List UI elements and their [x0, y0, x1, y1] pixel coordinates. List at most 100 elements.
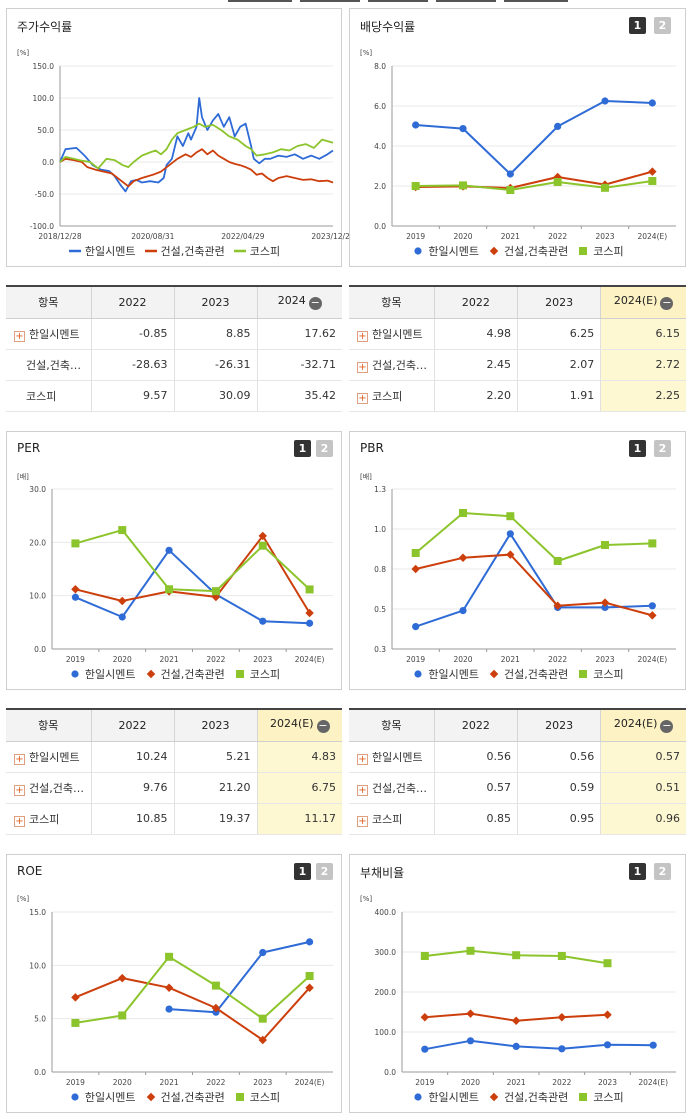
expand-icon[interactable]: + — [357, 784, 368, 796]
legend-item[interactable]: 건설,건축관련 — [487, 243, 568, 259]
row-label: + 코스피 — [349, 380, 435, 412]
view-1-button[interactable]: 1 — [629, 17, 646, 34]
table-cell: 2.20 — [433, 380, 518, 412]
row-label: 코스피 — [6, 380, 91, 412]
collapse-icon[interactable]: − — [316, 719, 330, 734]
column-header: 2022 — [433, 287, 518, 319]
legend-item[interactable]: 한일시멘트 — [411, 243, 479, 259]
expand-icon[interactable]: + — [357, 815, 368, 827]
table-cell: 1.91 — [516, 380, 601, 412]
legend-item[interactable]: 한일시멘트 — [68, 1089, 136, 1105]
x-tick-label: 2024(E) — [637, 655, 667, 664]
table-cell: 30.09 — [173, 380, 257, 412]
table-cell: 6.15 — [600, 318, 686, 350]
legend-item[interactable]: 한일시멘트 — [411, 666, 479, 682]
view-1-button[interactable]: 1 — [629, 863, 646, 880]
data-point — [601, 183, 609, 192]
series-line — [169, 940, 310, 1014]
expand-icon[interactable]: + — [14, 330, 25, 342]
legend-item[interactable]: 코스피 — [233, 243, 280, 259]
legend-item[interactable]: 코스피 — [576, 243, 624, 259]
view-1-button[interactable]: 1 — [294, 440, 311, 457]
column-header-item: 항목 — [349, 287, 435, 319]
data-point — [466, 1009, 475, 1018]
legend-item[interactable]: 코스피 — [576, 666, 624, 682]
collapse-icon[interactable]: − — [660, 296, 674, 311]
collapse-icon[interactable]: − — [660, 719, 674, 734]
expand-icon[interactable]: + — [357, 330, 368, 342]
view-1-button[interactable]: 1 — [629, 440, 646, 457]
row-label: 건설,건축… — [6, 349, 91, 381]
expand-icon[interactable]: + — [357, 392, 368, 404]
table-cell: 0.51 — [600, 772, 686, 804]
data-point — [305, 619, 314, 627]
column-header: 2022 — [90, 710, 174, 742]
table-row: 건설,건축… -28.63 -26.31 -32.71 — [6, 349, 342, 381]
data-point — [118, 973, 127, 983]
collapse-icon[interactable]: − — [308, 296, 322, 311]
view-2-button[interactable]: 2 — [654, 17, 671, 34]
legend-marker — [235, 670, 244, 678]
x-tick-label: 2022 — [552, 1078, 571, 1087]
panel-title: 주가수익률 — [17, 20, 73, 34]
x-tick-label: 2022 — [548, 232, 567, 241]
view-2-button[interactable]: 2 — [654, 863, 671, 880]
x-tick-label: 2019 — [406, 655, 425, 664]
legend-marker — [579, 670, 588, 678]
view-2-button[interactable]: 2 — [316, 863, 333, 880]
legend-swatch — [414, 670, 422, 678]
data-point — [506, 170, 514, 178]
data-point — [553, 557, 562, 565]
legend-item[interactable]: 코스피 — [576, 1089, 624, 1105]
table-row: + 건설,건축… 2.45 2.07 2.72 — [349, 349, 686, 381]
view-2-button[interactable]: 2 — [316, 440, 333, 457]
y-tick-label: 0.3 — [374, 645, 386, 654]
x-tick-label: 2024(E) — [295, 655, 325, 664]
legend-item[interactable]: 건설,건축관련 — [144, 243, 225, 259]
y-tick-label: -100.0 — [30, 222, 54, 231]
table-row: + 코스피 2.20 1.91 2.25 — [349, 380, 686, 412]
data-point — [603, 1041, 612, 1049]
dividend-yield-chart: 8.0 6.0 4.0 2.0 0.0 2019 2020 2021 2022 2023 2024(… — [374, 62, 676, 241]
legend-item[interactable]: 한일시멘트 — [68, 666, 136, 682]
top-tab-strip — [0, 0, 691, 4]
series-line — [415, 180, 653, 191]
data-point — [648, 539, 657, 548]
data-point — [648, 167, 657, 176]
expand-icon[interactable]: + — [14, 753, 25, 765]
table-cell: 0.85 — [433, 803, 518, 835]
column-header-item: 항목 — [349, 710, 435, 742]
row-label: + 한일시멘트 — [349, 318, 435, 350]
legend-item[interactable]: 건설,건축관련 — [487, 1089, 568, 1105]
legend-swatch — [146, 669, 155, 679]
table-header-row: 항목 2022 2023 2024(E) − — [349, 710, 686, 742]
legend-item[interactable]: 코스피 — [233, 666, 280, 682]
expand-icon[interactable]: + — [357, 753, 368, 765]
table-cell: 4.98 — [433, 318, 518, 350]
legend-item[interactable]: 한일시멘트 — [68, 243, 136, 259]
x-tick-label: 2019 — [406, 232, 425, 241]
table-header-row: 항목 2022 2023 2024− — [6, 287, 342, 319]
legend-item[interactable]: 한일시멘트 — [411, 1089, 479, 1105]
y-tick-label: 5.0 — [34, 1015, 46, 1024]
legend-label: 한일시멘트 — [428, 1091, 479, 1104]
expand-icon[interactable]: + — [14, 815, 25, 827]
legend-item[interactable]: 건설,건축관련 — [144, 1089, 225, 1105]
per-table: 항목 2022 2023 2024(E) − + 한일시멘트 10.24 5.21 4.83 + 건설… — [6, 710, 342, 835]
data-point — [512, 951, 521, 960]
y-tick-label: 10.0 — [29, 592, 46, 601]
data-point — [458, 553, 468, 563]
debt-ratio-chart: 400.0 300.0 200.0 100.0 0.0 2019 2020 2021 2022 2… — [375, 908, 676, 1087]
legend-item[interactable]: 건설,건축관련 — [144, 666, 225, 682]
data-point — [118, 596, 127, 606]
data-point — [165, 1005, 173, 1013]
legend-item[interactable]: 코스피 — [233, 1089, 280, 1105]
view-2-button[interactable]: 2 — [654, 440, 671, 457]
expand-icon[interactable]: + — [14, 784, 25, 796]
expand-icon[interactable]: + — [357, 361, 368, 373]
row-label: + 건설,건축… — [349, 349, 435, 381]
legend-item[interactable]: 건설,건축관련 — [487, 666, 568, 682]
legend-label: 코스피 — [593, 668, 624, 681]
x-tick-label: 2022/04/29 — [221, 232, 264, 241]
view-1-button[interactable]: 1 — [294, 863, 311, 880]
